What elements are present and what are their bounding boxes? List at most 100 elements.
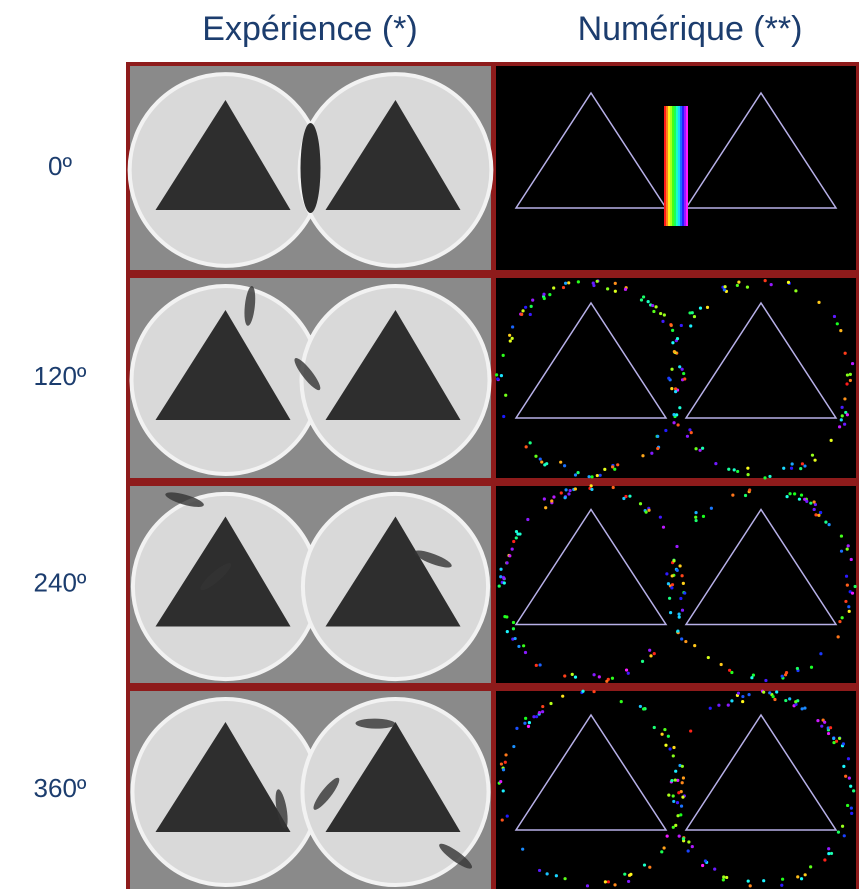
particle bbox=[574, 487, 577, 490]
dye bbox=[301, 123, 321, 213]
particle bbox=[550, 499, 553, 502]
particle bbox=[535, 715, 538, 718]
particle bbox=[649, 654, 652, 657]
particle bbox=[828, 523, 831, 526]
particle bbox=[611, 677, 614, 680]
particle bbox=[687, 849, 690, 852]
particle bbox=[679, 813, 682, 816]
particle bbox=[642, 295, 645, 298]
particle bbox=[653, 652, 656, 655]
particle bbox=[543, 297, 546, 300]
particle bbox=[641, 454, 644, 457]
particle bbox=[569, 489, 572, 492]
particle bbox=[504, 761, 507, 764]
particle bbox=[764, 679, 767, 682]
particle bbox=[709, 707, 712, 710]
particle bbox=[623, 873, 626, 876]
particle bbox=[665, 572, 668, 575]
particle bbox=[842, 742, 845, 745]
particle bbox=[727, 468, 730, 471]
particle bbox=[681, 765, 684, 768]
particle bbox=[785, 495, 788, 498]
particle bbox=[501, 818, 504, 821]
particle bbox=[846, 584, 849, 587]
particle bbox=[525, 445, 528, 448]
particle bbox=[762, 691, 765, 694]
particle bbox=[710, 507, 713, 510]
particle bbox=[737, 281, 740, 284]
particle bbox=[790, 467, 793, 470]
particle bbox=[604, 880, 607, 883]
particle bbox=[676, 569, 679, 572]
particle bbox=[670, 779, 673, 782]
particle bbox=[736, 470, 739, 473]
particle bbox=[596, 280, 599, 283]
particle bbox=[809, 502, 812, 505]
particle bbox=[496, 377, 499, 380]
particle bbox=[768, 691, 771, 694]
particle bbox=[563, 496, 566, 499]
particle-band bbox=[682, 106, 684, 226]
particle bbox=[746, 467, 749, 470]
particle bbox=[784, 673, 787, 676]
particle bbox=[546, 872, 549, 875]
particle bbox=[762, 879, 765, 882]
particle bbox=[541, 710, 544, 713]
particle bbox=[849, 785, 852, 788]
particle bbox=[662, 846, 665, 849]
particle bbox=[613, 883, 616, 886]
particle bbox=[827, 847, 830, 850]
particle bbox=[499, 575, 502, 578]
column-header: Expérience (*) bbox=[202, 10, 417, 48]
particle bbox=[650, 452, 653, 455]
particle bbox=[535, 664, 538, 667]
particle bbox=[844, 775, 847, 778]
particle bbox=[660, 733, 663, 736]
particle bbox=[681, 795, 684, 798]
particle bbox=[781, 878, 784, 881]
particle bbox=[539, 457, 542, 460]
particle bbox=[613, 468, 616, 471]
simulation bbox=[496, 691, 856, 889]
particle bbox=[499, 568, 502, 571]
particle bbox=[680, 324, 683, 327]
particle bbox=[502, 768, 505, 771]
particle bbox=[523, 722, 526, 725]
particle bbox=[543, 497, 546, 500]
particle bbox=[581, 690, 584, 693]
particle bbox=[676, 801, 679, 804]
particle bbox=[677, 613, 680, 616]
particle bbox=[747, 693, 750, 696]
particle bbox=[713, 868, 716, 871]
particle bbox=[693, 315, 696, 318]
particle bbox=[562, 286, 565, 289]
simulation bbox=[496, 278, 856, 478]
particle bbox=[567, 281, 570, 284]
particle-band bbox=[672, 106, 674, 226]
particle bbox=[830, 439, 833, 442]
particle bbox=[672, 421, 675, 424]
particle bbox=[512, 745, 515, 748]
particle bbox=[744, 494, 747, 497]
particle bbox=[681, 574, 684, 577]
particle bbox=[620, 700, 623, 703]
particle bbox=[813, 500, 816, 503]
particle bbox=[846, 548, 849, 551]
particle bbox=[552, 286, 555, 289]
particle bbox=[598, 675, 601, 678]
particle bbox=[848, 777, 851, 780]
particle bbox=[854, 585, 857, 588]
particle bbox=[682, 372, 685, 375]
particle bbox=[847, 544, 850, 547]
particle-band bbox=[684, 106, 686, 226]
particle bbox=[747, 879, 750, 882]
particle bbox=[678, 365, 681, 368]
particle bbox=[647, 509, 650, 512]
particle bbox=[694, 447, 697, 450]
particle bbox=[672, 413, 675, 416]
particle bbox=[688, 428, 691, 431]
particle bbox=[561, 695, 564, 698]
particle bbox=[527, 725, 530, 728]
particle bbox=[788, 492, 791, 495]
particle bbox=[592, 282, 595, 285]
